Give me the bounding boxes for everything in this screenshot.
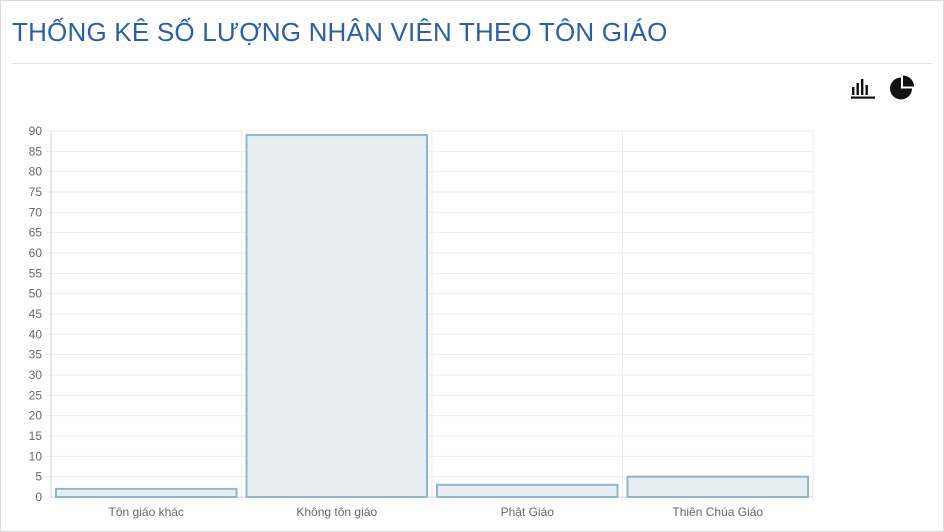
- x-category-label: Không tôn giáo: [296, 505, 377, 519]
- y-tick-label: 15: [29, 429, 43, 443]
- y-tick-label: 50: [29, 287, 43, 301]
- y-tick-label: 25: [29, 388, 43, 402]
- pie-chart-button[interactable]: [887, 73, 917, 103]
- bar-1: [245, 134, 428, 498]
- y-tick-label: 70: [29, 205, 43, 219]
- y-tick-label: 75: [29, 185, 43, 199]
- title-divider: [12, 63, 932, 64]
- x-category-label: Phật Giáo: [501, 505, 555, 519]
- y-tick-label: 90: [29, 124, 43, 138]
- y-tick-label: 30: [29, 368, 43, 382]
- bar-chart: 0 5 10 15 20 25 30 35 40 45 50 55 60 65 70 75 80 85 90 Tôn …: [29, 124, 814, 519]
- bar-2: [436, 483, 619, 498]
- bar-3: [626, 475, 809, 498]
- y-tick-label: 20: [29, 409, 43, 423]
- chart-area: 0 5 10 15 20 25 30 35 40 45 50 55 60 65 70 75 80 85 90 Tôn …: [1, 119, 831, 529]
- y-tick-label: 55: [29, 266, 43, 280]
- y-tick-label: 5: [35, 470, 42, 484]
- pie-chart-icon: [890, 75, 914, 100]
- bar-0: [55, 487, 238, 499]
- y-tick-label: 40: [29, 327, 43, 341]
- y-tick-label: 10: [29, 449, 43, 463]
- x-category-label: Thiên Chúa Giáo: [672, 505, 763, 519]
- y-tick-label: 65: [29, 226, 43, 240]
- y-tick-label: 80: [29, 165, 43, 179]
- y-tick-label: 85: [29, 144, 43, 158]
- page-title: THỐNG KÊ SỐ LƯỢNG NHÂN VIÊN THEO TÔN GIÁ…: [12, 17, 668, 47]
- y-tick-label: 45: [29, 307, 43, 321]
- bar-chart-icon: [851, 79, 875, 99]
- x-category-label: Tôn giáo khác: [109, 505, 184, 519]
- y-tick-label: 35: [29, 348, 43, 362]
- y-tick-label: 60: [29, 246, 43, 260]
- bar-chart-button[interactable]: [847, 73, 877, 103]
- y-tick-label: 0: [35, 490, 42, 504]
